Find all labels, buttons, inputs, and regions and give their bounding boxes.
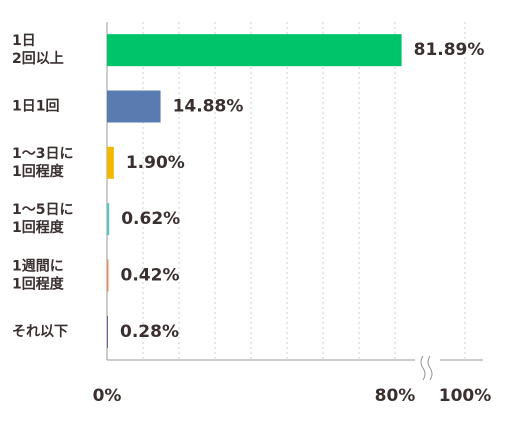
value-label: 0.62%	[121, 209, 180, 229]
x-tick-label: 80%	[375, 386, 416, 406]
category-label: 1〜5日に	[12, 202, 73, 218]
axis-break	[420, 355, 433, 381]
value-label: 1.90%	[126, 153, 185, 173]
bar	[107, 259, 109, 292]
value-label: 0.28%	[120, 322, 179, 342]
category-label: 1回程度	[12, 163, 65, 180]
value-label: 81.89%	[414, 40, 485, 60]
category-label: 1日1回	[12, 99, 59, 115]
category-label: それ以下	[12, 324, 68, 340]
value-label: 0.42%	[121, 266, 180, 286]
category-label: 2回以上	[12, 51, 64, 67]
category-label: 1回程度	[12, 219, 65, 236]
x-tick-label: 100%	[439, 386, 492, 406]
bar	[107, 203, 110, 236]
category-label: 1週間に	[12, 259, 64, 275]
value-label: 14.88%	[173, 97, 244, 117]
bar	[107, 315, 109, 348]
x-tick-label: 0%	[93, 386, 122, 406]
bar	[107, 146, 114, 179]
bar	[107, 34, 402, 67]
category-label: 1日	[12, 33, 36, 49]
category-label: 1回程度	[12, 276, 65, 293]
category-label: 1〜3日に	[12, 146, 73, 162]
bar	[107, 90, 161, 123]
